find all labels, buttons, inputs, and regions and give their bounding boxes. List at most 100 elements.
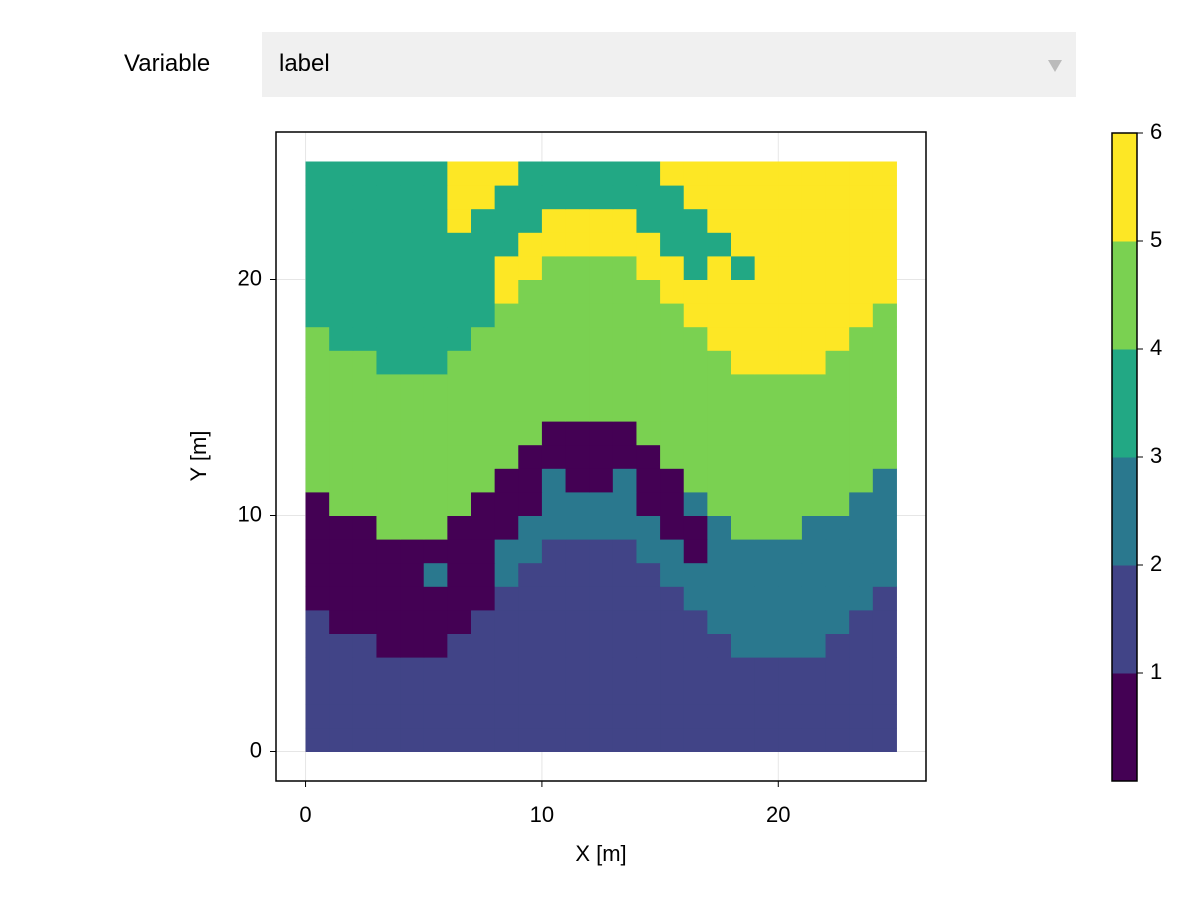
- heatmap-cell: [612, 444, 637, 469]
- heatmap-cell: [872, 279, 897, 304]
- heatmap-cell: [731, 444, 756, 469]
- heatmap-cell: [400, 515, 425, 540]
- heatmap-cell: [565, 562, 590, 587]
- heatmap-cell: [636, 185, 661, 210]
- heatmap-cell: [423, 208, 448, 233]
- heatmap-cell: [541, 326, 567, 351]
- heatmap-cell: [612, 680, 637, 705]
- heatmap-cell: [872, 421, 897, 446]
- heatmap-cell: [612, 279, 637, 304]
- heatmap-cell: [518, 727, 543, 752]
- heatmap-cell: [376, 185, 401, 210]
- heatmap-cell: [329, 185, 354, 210]
- heatmap-cell: [589, 562, 614, 587]
- heatmap-cell: [400, 444, 425, 469]
- heatmap-cell: [423, 350, 448, 375]
- heatmap-cell: [731, 303, 756, 328]
- heatmap-cell: [731, 609, 756, 634]
- heatmap-cell: [400, 609, 425, 634]
- y-axis-label: Y [m]: [186, 431, 211, 482]
- heatmap-cell: [589, 491, 614, 516]
- heatmap-cell: [376, 539, 401, 564]
- heatmap-cell: [683, 515, 708, 540]
- heatmap-cell: [423, 562, 448, 587]
- heatmap-cell: [612, 515, 637, 540]
- heatmap-cell: [683, 704, 708, 729]
- heatmap-cell: [541, 444, 567, 469]
- colorbar-tick-label: 3: [1150, 443, 1162, 468]
- heatmap-cell: [329, 397, 354, 422]
- heatmap-cell: [423, 704, 448, 729]
- heatmap-cell: [707, 491, 732, 516]
- heatmap-cell: [801, 515, 827, 540]
- heatmap-cell: [778, 515, 803, 540]
- heatmap-cell: [825, 373, 850, 398]
- heatmap-cell: [872, 633, 897, 658]
- colorbar-tick-label: 1: [1150, 659, 1162, 684]
- heatmap-cell: [731, 185, 756, 210]
- heatmap-cell: [447, 562, 472, 587]
- heatmap-cell: [683, 586, 708, 611]
- heatmap-cell: [754, 303, 779, 328]
- heatmap-cell: [754, 185, 779, 210]
- heatmap-cell: [423, 232, 448, 257]
- heatmap-cell: [731, 704, 756, 729]
- heatmap-cell: [471, 515, 496, 540]
- heatmap-cell: [565, 350, 590, 375]
- heatmap-cell: [683, 397, 708, 422]
- heatmap-cell: [565, 444, 590, 469]
- heatmap-cell: [305, 727, 330, 752]
- heatmap-cell: [683, 468, 708, 493]
- heatmap-cell: [376, 208, 401, 233]
- heatmap-cell: [447, 279, 472, 304]
- heatmap-cell: [329, 350, 354, 375]
- heatmap-cell: [707, 350, 732, 375]
- heatmap-cell: [423, 373, 448, 398]
- heatmap-cell: [541, 255, 567, 280]
- heatmap-cell: [636, 562, 661, 587]
- heatmap-cell: [518, 279, 543, 304]
- heatmap-cell: [801, 633, 827, 658]
- heatmap-cell: [329, 657, 354, 682]
- heatmap-cell: [683, 421, 708, 446]
- heatmap-cell: [471, 562, 496, 587]
- heatmap-cell: [660, 609, 685, 634]
- heatmap-cell: [660, 279, 685, 304]
- heatmap-cell: [731, 326, 756, 351]
- heatmap-cell: [660, 633, 685, 658]
- colorbar-tick-label: 2: [1150, 551, 1162, 576]
- heatmap-cell: [707, 255, 732, 280]
- heatmap-cell: [636, 633, 661, 658]
- heatmap-cell: [494, 609, 519, 634]
- heatmap-cell: [518, 161, 543, 186]
- heatmap-cell: [849, 444, 874, 469]
- heatmap-cell: [541, 633, 567, 658]
- heatmap-cell: [731, 255, 756, 280]
- heatmap-cell: [731, 421, 756, 446]
- heatmap-cell: [707, 373, 732, 398]
- heatmap-cell: [778, 491, 803, 516]
- heatmap-cell: [872, 444, 897, 469]
- heatmap-cell: [329, 704, 354, 729]
- dropdown[interactable]: label: [262, 32, 1076, 97]
- heatmap-cell: [471, 657, 496, 682]
- heatmap-cell: [494, 657, 519, 682]
- heatmap-cell: [849, 562, 874, 587]
- heatmap-cell: [754, 727, 779, 752]
- heatmap-cell: [754, 397, 779, 422]
- heatmap-cell: [352, 373, 377, 398]
- heatmap-cell: [612, 586, 637, 611]
- heatmap-cell: [565, 303, 590, 328]
- colorbar-segment: [1112, 565, 1137, 674]
- heatmap-cell: [376, 232, 401, 257]
- heatmap-cell: [872, 727, 897, 752]
- heatmap-cell: [872, 232, 897, 257]
- heatmap-cell: [849, 633, 874, 658]
- heatmap-cell: [801, 704, 827, 729]
- heatmap-cell: [660, 303, 685, 328]
- heatmap-cell: [518, 562, 543, 587]
- heatmap-cell: [494, 255, 519, 280]
- heatmap-cell: [352, 255, 377, 280]
- heatmap-cell: [636, 680, 661, 705]
- heatmap-cell: [801, 586, 827, 611]
